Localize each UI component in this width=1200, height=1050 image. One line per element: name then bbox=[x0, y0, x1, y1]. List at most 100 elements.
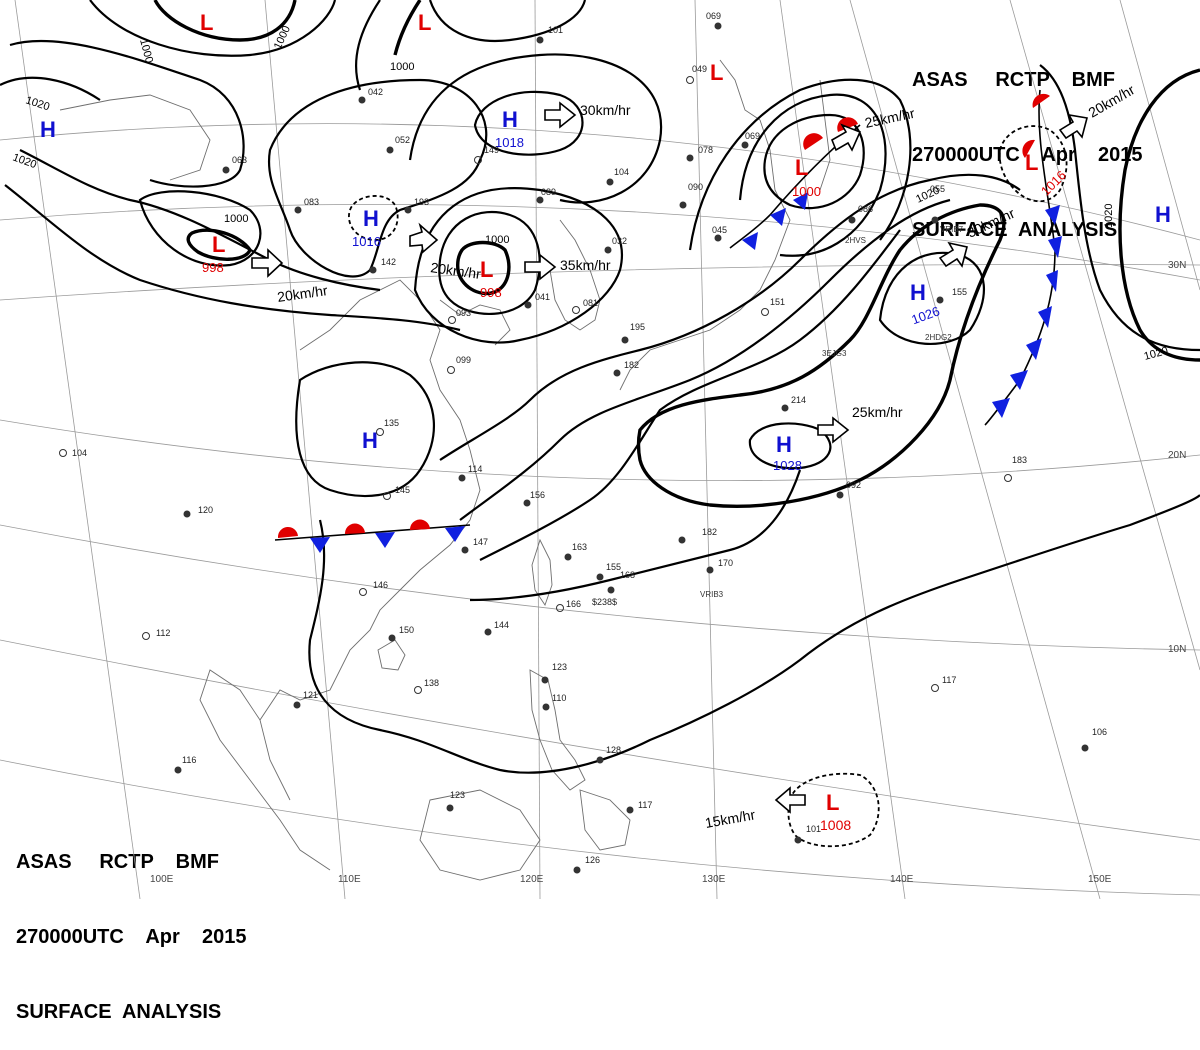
header-top-right: ASAS RCTP BMF 270000UTC Apr 2015 SURFACE… bbox=[912, 18, 1143, 268]
lon-label: 100E bbox=[150, 874, 174, 885]
coastline-japan-north bbox=[719, 59, 761, 121]
station-plot: 138 bbox=[414, 678, 439, 694]
warm-front-scallop bbox=[837, 117, 858, 132]
meridian-line bbox=[534, 0, 541, 899]
isobar-1020 bbox=[636, 203, 1006, 508]
isobars bbox=[0, 0, 1200, 848]
station-plot: 104 bbox=[59, 448, 87, 458]
isobar bbox=[748, 422, 832, 470]
isobar-1000 bbox=[186, 228, 252, 261]
station-plot: 090 bbox=[679, 182, 703, 209]
station-value: 083 bbox=[304, 197, 319, 207]
isobar-label: 1000 bbox=[224, 213, 248, 225]
parallel-line bbox=[0, 524, 1200, 651]
station-plot: 168 bbox=[607, 570, 635, 594]
station-value: 055 bbox=[930, 184, 945, 194]
station-value: 123 bbox=[552, 662, 567, 672]
isobar-label: 1000 bbox=[272, 24, 293, 51]
isobar bbox=[473, 90, 584, 156]
low-symbol: L bbox=[212, 232, 225, 257]
station-value: 117 bbox=[638, 800, 652, 810]
station-value: 101 bbox=[548, 25, 563, 35]
high-value: 1028 bbox=[773, 458, 802, 473]
motion-arrow bbox=[774, 786, 806, 814]
station-value: 110 bbox=[552, 693, 566, 703]
station-plot: 083 bbox=[294, 197, 319, 214]
station-plot: 114 bbox=[458, 464, 482, 482]
station-value: 150 bbox=[399, 625, 414, 635]
station-value: 114 bbox=[468, 464, 482, 474]
station-value: 138 bbox=[424, 678, 439, 688]
meridian-line bbox=[694, 0, 718, 899]
station-plot: 121 bbox=[293, 690, 318, 709]
station-value: 090 bbox=[688, 182, 703, 192]
coastline-korea bbox=[549, 219, 601, 331]
station-value: 182 bbox=[702, 527, 717, 537]
station-value: 195 bbox=[630, 322, 645, 332]
isobar bbox=[89, 0, 337, 57]
motion-arrow bbox=[938, 241, 968, 268]
meridian-line bbox=[1009, 0, 1200, 671]
station-value: 112 bbox=[156, 628, 170, 638]
low-symbol: L bbox=[795, 155, 808, 180]
low-symbol: L bbox=[480, 257, 493, 282]
station-plot: 193 bbox=[404, 197, 429, 214]
lon-label: 140E bbox=[890, 874, 914, 885]
lat-label: 30N bbox=[1168, 260, 1186, 271]
station-plot: 170 bbox=[706, 558, 733, 574]
isobar-label: 1000 bbox=[390, 61, 414, 73]
station-plot: 063 bbox=[222, 155, 247, 174]
header-line1: ASAS RCTP BMF bbox=[16, 851, 219, 873]
station-plot: 123 bbox=[446, 790, 465, 812]
cold-front-triangle bbox=[1045, 205, 1060, 225]
motion-arrow bbox=[830, 123, 862, 152]
motion-label: 20km/hr bbox=[1086, 81, 1138, 120]
isobar bbox=[439, 173, 1021, 461]
cold-front-triangle bbox=[992, 398, 1010, 418]
lat-label: 10N bbox=[1168, 644, 1186, 655]
station-value: $238$ bbox=[592, 597, 617, 607]
station-value: 081 bbox=[583, 298, 598, 308]
warm-front-scallop bbox=[344, 523, 365, 534]
station-plot: 166 bbox=[556, 599, 581, 612]
isobar bbox=[408, 53, 663, 204]
low-value: 998 bbox=[480, 285, 502, 300]
high-symbol: H bbox=[363, 206, 379, 231]
station-value: 032 bbox=[612, 236, 627, 246]
station-plot: 078 bbox=[686, 145, 713, 162]
isobar-1000 bbox=[393, 0, 422, 56]
station-plot: 195 bbox=[621, 322, 645, 344]
motion-label: 20km/hr bbox=[276, 282, 329, 305]
station-value: 101 bbox=[806, 824, 821, 834]
station-value: 104 bbox=[72, 448, 87, 458]
motion-arrow bbox=[544, 101, 577, 129]
station-plot: 151 bbox=[761, 297, 785, 316]
cold-front bbox=[984, 89, 1056, 426]
isobar bbox=[459, 198, 951, 521]
station-value: 069 bbox=[706, 11, 721, 21]
isobar bbox=[0, 76, 101, 101]
station-plot: 214 bbox=[781, 395, 806, 412]
cold-front-triangle bbox=[1010, 370, 1028, 390]
station-plot: 116 bbox=[174, 755, 196, 774]
header-line3: SURFACE ANALYSIS bbox=[912, 219, 1118, 241]
station-plot: 135 bbox=[376, 418, 399, 436]
isobar bbox=[428, 0, 587, 42]
station-plot: 182 bbox=[613, 360, 639, 377]
isobar bbox=[763, 113, 865, 210]
station-code: VRIB7 bbox=[940, 225, 964, 234]
isobar bbox=[438, 210, 541, 316]
cold-front-triangle bbox=[1026, 338, 1042, 360]
isobar bbox=[138, 190, 262, 267]
parallel-line bbox=[0, 639, 1200, 841]
isobar bbox=[413, 187, 623, 344]
station-plot: 055 bbox=[930, 184, 945, 224]
isobar-label: 1020 bbox=[1143, 345, 1170, 363]
station-value: 151 bbox=[770, 297, 785, 307]
station-plot: 089 bbox=[536, 187, 556, 204]
warm-front-scallop bbox=[277, 526, 298, 538]
coastline-north bbox=[59, 94, 211, 181]
low-value: 1016 bbox=[1038, 168, 1069, 199]
station-value: 135 bbox=[384, 418, 399, 428]
station-plot: 144 bbox=[484, 620, 509, 636]
